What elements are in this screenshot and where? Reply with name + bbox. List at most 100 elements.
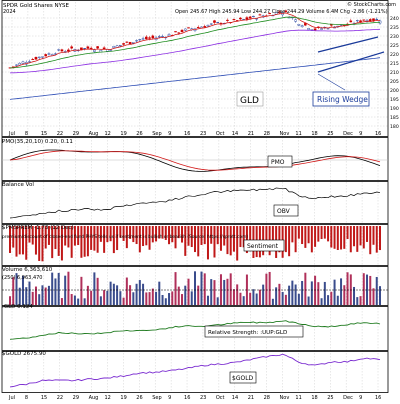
volume-bar (262, 284, 265, 305)
sentiment-bar (119, 226, 122, 238)
sentiment-bar (245, 226, 248, 254)
candle-body (362, 19, 366, 21)
volume-bar (171, 291, 174, 305)
sentiment-bar (57, 226, 60, 256)
volume-bar (213, 280, 216, 305)
x-tick-label: Jul (8, 131, 15, 137)
pmo-header: PMO(35,20,10) 0.20, 0.11 (2, 139, 73, 145)
rising-wedge-annotation: Rising Wedge (317, 95, 368, 104)
volume-bar (21, 275, 24, 305)
x-tick-label: 22 (57, 131, 63, 137)
sentiment-bar (106, 226, 109, 243)
date-fragment: 2024 (3, 9, 16, 15)
rs-label: Relative Strength: :UUP:GLD (208, 330, 287, 336)
sentiment-bar (197, 226, 200, 257)
sentiment-bar (379, 226, 381, 251)
volume-bar (372, 288, 375, 305)
x-tick-label: Aug (89, 131, 99, 137)
sentiment-bar (38, 226, 41, 261)
sentiment-bar (64, 226, 67, 246)
sentiment-bar (249, 226, 252, 252)
volume-bar (291, 280, 294, 305)
x-tick-label: 25 (327, 395, 333, 400)
sentiment-bar (86, 226, 89, 257)
volume-bar (297, 293, 300, 305)
obv-header: Balance Vol (2, 182, 34, 188)
gold-label: $GOLD (232, 375, 254, 382)
x-tick-label: Nov (280, 395, 290, 400)
sentiment-bar (161, 226, 164, 239)
volume-bar (366, 274, 369, 305)
x-tick-label: 8 (25, 131, 28, 137)
volume-bar (379, 286, 381, 305)
sentiment-bar (44, 226, 47, 249)
sentiment-bar (15, 226, 18, 257)
candle-body (138, 39, 142, 41)
x-tick-label: 16 (184, 131, 190, 137)
volume-bar (359, 296, 362, 305)
candle-body (203, 26, 207, 28)
volume-bar (181, 294, 184, 305)
gold-header: $GOLD 2675.90 (2, 351, 46, 357)
panel-border-vol (1, 266, 389, 306)
sentiment-bar (366, 226, 369, 242)
sentiment-bar (372, 226, 375, 245)
sentiment-bar (301, 226, 304, 245)
volume-bar (158, 281, 161, 305)
sentiment-bar (340, 226, 343, 250)
volume-bar (314, 275, 317, 305)
x-tick-label: Oct (216, 131, 225, 137)
sentiment-bar (99, 226, 102, 242)
sentiment-bar (138, 226, 141, 253)
volume-bar (155, 291, 158, 305)
candle-body (216, 21, 220, 23)
candle-body (157, 36, 161, 38)
candle-body (326, 28, 330, 30)
x-tick-label: 23 (200, 131, 206, 137)
volume-bar (307, 296, 310, 305)
x-tick-label: 21 (248, 395, 254, 400)
ema-fast-line (9, 12, 381, 69)
sentiment-label-box: Sentiment (243, 239, 285, 252)
sentiment-bar (369, 226, 372, 255)
candle-body (268, 12, 271, 15)
volume-bar (54, 278, 57, 305)
volume-bar (83, 298, 86, 305)
volume-bar (70, 294, 73, 305)
candle-body (294, 19, 297, 22)
sentiment-note: premium/discount of closed-end fund PHYS… (2, 234, 248, 240)
x-tick-label: Oct (216, 395, 225, 400)
candle-body (93, 49, 96, 52)
rs-line (9, 320, 381, 340)
sentiment-bar (353, 226, 356, 247)
candle-body (209, 23, 213, 25)
x-tick-label: 14 (232, 395, 238, 400)
sentiment-bar (200, 226, 203, 245)
candle-body (239, 17, 242, 20)
x-tick-label: 21 (248, 131, 254, 137)
watermark: © StockCharts.com (347, 1, 396, 8)
sentiment-bar (271, 226, 274, 247)
volume-bar (31, 291, 34, 305)
sentiment-bar (174, 226, 177, 249)
candle-body (67, 49, 70, 52)
sentiment-bar (132, 226, 135, 243)
volume-bar (304, 272, 307, 305)
y-tick-label: 210 (390, 70, 399, 76)
sentiment-bar (336, 226, 339, 250)
sentiment-bar (216, 226, 219, 245)
candle-body (278, 11, 281, 13)
x-tick-label: 22 (57, 395, 63, 400)
sentiment-bar (70, 226, 73, 258)
sentiment-bar (12, 226, 15, 248)
candle-body (47, 53, 51, 55)
sentiment-bar (151, 226, 154, 243)
sentiment-bar (112, 226, 115, 254)
volume-bar (229, 273, 232, 305)
volume-bar (336, 295, 339, 305)
sentiment-bar (21, 226, 24, 255)
candle-body (132, 42, 135, 44)
x-tick-label: 26 (136, 395, 142, 400)
volume-bar (362, 273, 365, 305)
volume-bar (151, 288, 154, 305)
